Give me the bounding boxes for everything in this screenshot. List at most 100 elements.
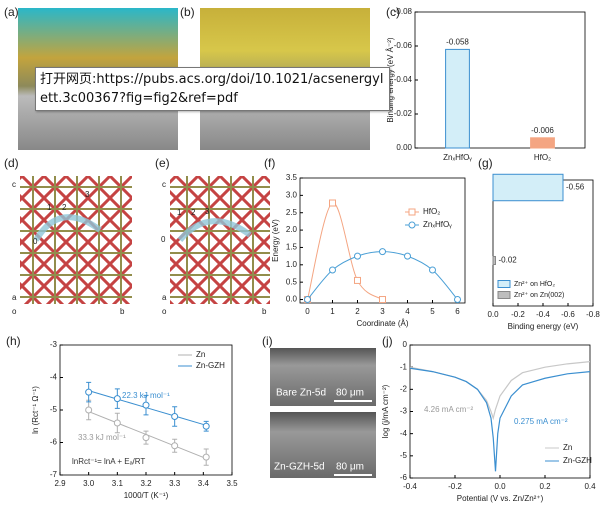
marker xyxy=(329,266,336,274)
x-tick-label: -0.8 xyxy=(586,310,600,319)
y-tick-label: -5 xyxy=(400,451,408,460)
annotation: 4.26 mA cm⁻² xyxy=(424,405,473,414)
plot-frame xyxy=(299,177,466,304)
legend-swatch xyxy=(497,280,511,288)
y-tick-label: -0.08 xyxy=(394,7,413,16)
x-axis-label: Coordinate (Å) xyxy=(356,319,408,328)
panel-label: (a) xyxy=(4,5,19,19)
y-tick-label: -6 xyxy=(400,473,408,482)
y-tick-label: 0.0 xyxy=(286,295,298,304)
y-tick-label: 3.5 xyxy=(286,173,298,182)
marker xyxy=(354,252,361,260)
site-number: 2 xyxy=(62,203,67,212)
marker xyxy=(379,248,386,256)
axis-letter: b xyxy=(120,307,125,316)
x-tick-label: 0 xyxy=(305,307,310,316)
value-label: -0.058 xyxy=(446,38,469,47)
x-tick-label: -0.2 xyxy=(511,310,525,319)
y-tick-label: 2.5 xyxy=(286,208,298,217)
image-caption: Zn-GZH-5d xyxy=(274,462,325,473)
y-tick-label: 0.00 xyxy=(396,143,412,152)
panel-label: (j) xyxy=(382,334,393,348)
axis-letter: a xyxy=(12,293,17,302)
y-tick-label: 0 xyxy=(403,340,408,349)
x-tick-label: 0.0 xyxy=(494,482,506,491)
path-arrow xyxy=(177,218,252,243)
scale-label: 80 μm xyxy=(336,388,364,399)
legend-label: Zn-GZH xyxy=(196,361,225,370)
x-tick-label: 3 xyxy=(380,307,385,316)
x-tick-label: 3.4 xyxy=(198,479,210,488)
x-tick-label: 2 xyxy=(355,307,360,316)
marker xyxy=(354,276,361,284)
legend-swatch xyxy=(497,291,511,299)
site-number: 0 xyxy=(161,235,166,244)
y-tick-label: -1 xyxy=(400,362,408,371)
annotation: 33.3 kJ mol⁻¹ xyxy=(78,433,126,442)
x-tick-label: 3.3 xyxy=(169,479,181,488)
x-tick-label: 6 xyxy=(455,307,460,316)
structure-image xyxy=(170,176,270,304)
x-tick-label: HfO₂ xyxy=(534,153,551,162)
x-axis-label: Potential (V vs. Zn/Zn²⁺) xyxy=(457,494,544,503)
y-tick-label: -3 xyxy=(50,340,58,349)
series-line xyxy=(307,251,458,300)
site-number: 0 xyxy=(33,237,38,246)
axis-letter: o xyxy=(12,307,17,316)
site-number: 3 xyxy=(205,207,210,216)
panel-label: (i) xyxy=(262,334,273,348)
panel-label: (d) xyxy=(4,156,19,170)
path-arrow xyxy=(33,214,102,242)
panel-label: (c) xyxy=(386,5,400,19)
y-tick-label: -4 xyxy=(400,429,408,438)
bar xyxy=(445,48,470,149)
y-tick-label: -0.04 xyxy=(394,75,413,84)
y-tick-label: -7 xyxy=(50,470,58,479)
series-line xyxy=(409,367,591,472)
axis-letter: c xyxy=(162,180,166,189)
y-axis-label: log (j/mA cm⁻²) xyxy=(381,384,390,438)
panel-label: (b) xyxy=(180,5,195,19)
legend-marker xyxy=(408,221,416,229)
y-tick-label: 1.5 xyxy=(286,243,298,252)
y-axis-label: Energy (eV) xyxy=(271,219,280,262)
x-tick-label: 3.5 xyxy=(226,479,238,488)
sem-image xyxy=(270,348,376,406)
annotation: 0.275 mA cm⁻² xyxy=(514,417,568,426)
x-tick-label: -0.2 xyxy=(448,482,462,491)
axis-letter: o xyxy=(162,307,167,316)
legend-label: Zn²⁺ on Zn(002) xyxy=(514,292,564,299)
x-tick-label: ZnₓHfOᵧ xyxy=(443,153,472,162)
link-tooltip: 打开网页:https://pubs.acs.org/doi/10.1021/ac… xyxy=(35,67,390,111)
y-axis-label: ln (Rct⁻¹ Ω⁻¹) xyxy=(31,386,40,434)
legend-label: ZnₓHfOᵧ xyxy=(423,220,452,229)
marker xyxy=(85,406,93,414)
bar xyxy=(492,173,564,202)
annotation: 22.3 kJ mol⁻¹ xyxy=(122,391,170,400)
y-tick-label: -3 xyxy=(400,407,408,416)
marker xyxy=(429,266,436,274)
sem-image xyxy=(270,412,376,478)
axis-letter: a xyxy=(162,293,167,302)
x-tick-label: -0.6 xyxy=(561,310,575,319)
y-tick-label: 3.0 xyxy=(286,190,298,199)
x-tick-label: 1 xyxy=(330,307,335,316)
axis-letter: b xyxy=(262,307,267,316)
marker xyxy=(454,296,461,304)
marker xyxy=(113,419,121,427)
x-tick-label: 3.2 xyxy=(140,479,152,488)
panel-label: (f) xyxy=(264,156,275,170)
x-tick-label: -0.4 xyxy=(536,310,550,319)
x-axis-label: Binding energy (eV) xyxy=(508,322,579,331)
y-tick-label: 2.0 xyxy=(286,225,298,234)
legend-label: HfO₂ xyxy=(423,207,440,216)
bar xyxy=(492,256,496,265)
panel-label: (e) xyxy=(155,156,170,170)
x-tick-label: -0.4 xyxy=(403,482,417,491)
axis-letter: c xyxy=(12,180,16,189)
panel-label: (g) xyxy=(478,156,493,170)
image-caption: Bare Zn-5d xyxy=(276,388,326,399)
x-tick-label: 3.1 xyxy=(112,479,124,488)
legend-label: Zn xyxy=(563,443,572,452)
